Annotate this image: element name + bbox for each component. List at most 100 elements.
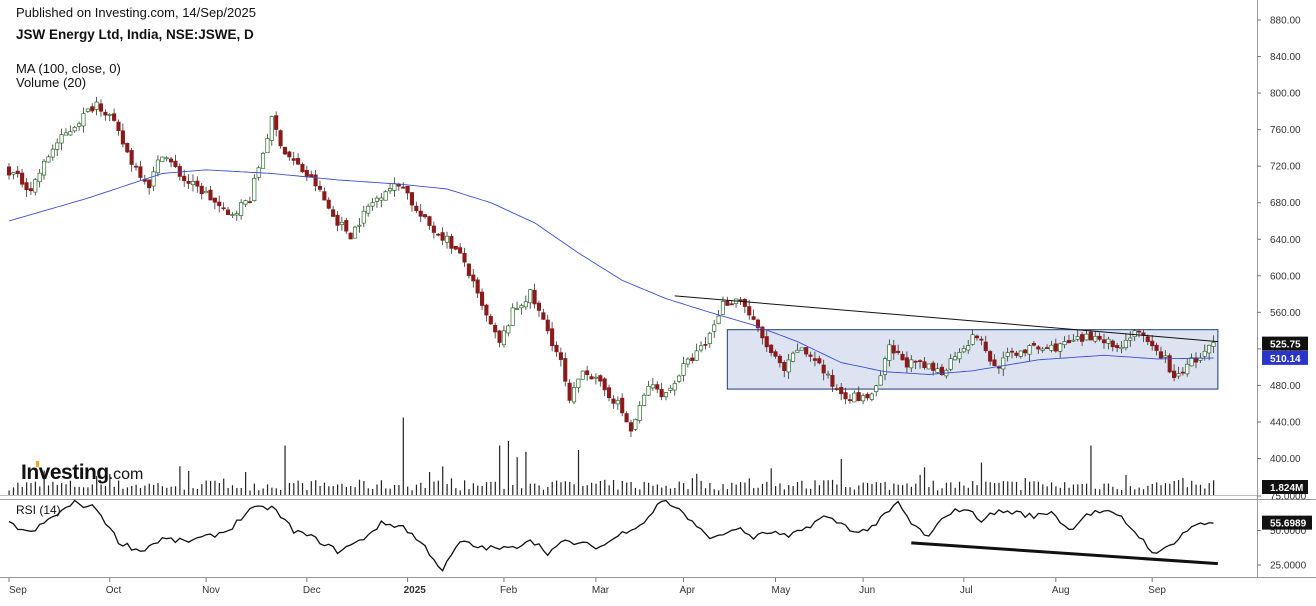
candle-down — [6, 166, 12, 176]
candle-up — [383, 191, 388, 201]
volume-bar — [266, 484, 269, 495]
volume-bar — [608, 485, 610, 495]
candle-up — [580, 370, 585, 380]
volume-indicator-label[interactable]: Volume (20) — [16, 75, 87, 90]
candle-down — [418, 210, 423, 217]
volume-bar — [880, 482, 882, 495]
candle-down — [992, 359, 997, 367]
candle-down — [747, 306, 752, 316]
candle-down — [821, 364, 826, 374]
candle-up — [1084, 333, 1089, 341]
volume-bar — [945, 482, 948, 495]
time-tick-label: Sep — [9, 585, 27, 596]
ma-indicator-label[interactable]: MA (100, close, 0) — [16, 61, 121, 76]
volume-bar — [691, 478, 693, 495]
candle-up — [1005, 352, 1010, 357]
price-tick-label: 800.00 — [1270, 89, 1301, 100]
candle-down — [317, 185, 323, 190]
volume-bar — [875, 482, 877, 495]
volume-bar — [231, 485, 234, 495]
volume-bar — [345, 486, 347, 495]
volume-bar — [236, 487, 238, 495]
candle-down — [620, 397, 625, 414]
volume-bar — [240, 487, 242, 495]
candle-down — [423, 214, 428, 218]
volume-bar — [415, 484, 418, 495]
candle-down — [532, 289, 537, 305]
volume-bar — [91, 484, 93, 495]
volume-bar — [1134, 489, 1136, 495]
volume-bar — [1050, 482, 1053, 495]
candle-down — [1154, 344, 1159, 351]
candle-down — [479, 291, 485, 306]
candle-up — [164, 157, 169, 160]
candle-down — [769, 344, 774, 354]
candle-up — [1176, 373, 1181, 377]
volume-bar — [827, 480, 829, 495]
candle-down — [147, 179, 152, 189]
volume-bar — [661, 487, 663, 495]
volume-bar — [56, 484, 58, 495]
candle-up — [361, 210, 366, 224]
price-tick-label: 640.00 — [1270, 235, 1301, 246]
candle-down — [177, 166, 182, 177]
volume-bar — [201, 484, 203, 495]
candle-down — [300, 164, 305, 173]
volume-bar — [840, 459, 842, 495]
volume-bar — [775, 486, 777, 495]
volume-bar — [337, 484, 339, 495]
candle-up — [795, 349, 800, 353]
axes: 880.00 840.00 800.00 760.00 720.00 680.00 640.… — [8, 16, 1312, 596]
candle-up — [50, 148, 55, 158]
rsi-indicator-label[interactable]: RSI (14) — [16, 503, 61, 517]
candle-down — [1172, 370, 1177, 379]
candle-up — [506, 325, 511, 334]
candle-down — [834, 388, 839, 390]
volume-bar — [534, 483, 536, 495]
candle-up — [615, 400, 620, 405]
rsi-tick-label: 75.0000 — [1270, 492, 1307, 503]
volume-bar — [1055, 486, 1057, 495]
candle-down — [313, 174, 318, 187]
volume-bar — [967, 487, 969, 495]
candle-down — [112, 113, 117, 121]
volume-bar — [770, 468, 772, 495]
candle-down — [440, 232, 445, 241]
volume-bar — [551, 481, 553, 495]
candle-up — [33, 179, 38, 193]
volume-bar — [144, 485, 146, 495]
volume-bar — [871, 483, 873, 495]
volume-bar — [157, 483, 159, 495]
volume-bar — [218, 483, 220, 495]
candle-up — [352, 226, 358, 239]
candle-down — [1101, 339, 1107, 344]
volume-bar — [223, 478, 225, 495]
candle-down — [896, 350, 901, 353]
volume-bar — [166, 487, 168, 495]
candle-up — [94, 101, 99, 110]
volume-bar — [39, 486, 41, 495]
volume-bar — [372, 489, 374, 495]
volume-bar — [293, 483, 295, 495]
candle-up — [961, 348, 966, 353]
candle-up — [887, 344, 892, 361]
volume-bar — [1015, 481, 1018, 495]
volume-bar — [1059, 487, 1061, 495]
candle-down — [1080, 334, 1085, 342]
volume-bar — [442, 466, 444, 495]
volume-bar — [818, 485, 820, 495]
candle-up — [501, 330, 506, 346]
logo-text: Investing — [21, 461, 109, 484]
volume-bar — [512, 485, 514, 495]
volume-bar — [783, 489, 785, 495]
volume-bar — [490, 481, 492, 495]
candle-down — [90, 106, 95, 112]
volume-bar — [950, 482, 952, 495]
volume-bar — [823, 480, 825, 495]
volume-bar — [862, 482, 864, 495]
time-tick-label: Sep — [1148, 585, 1166, 596]
candle-down — [725, 300, 730, 306]
volume-bar — [1204, 488, 1206, 495]
